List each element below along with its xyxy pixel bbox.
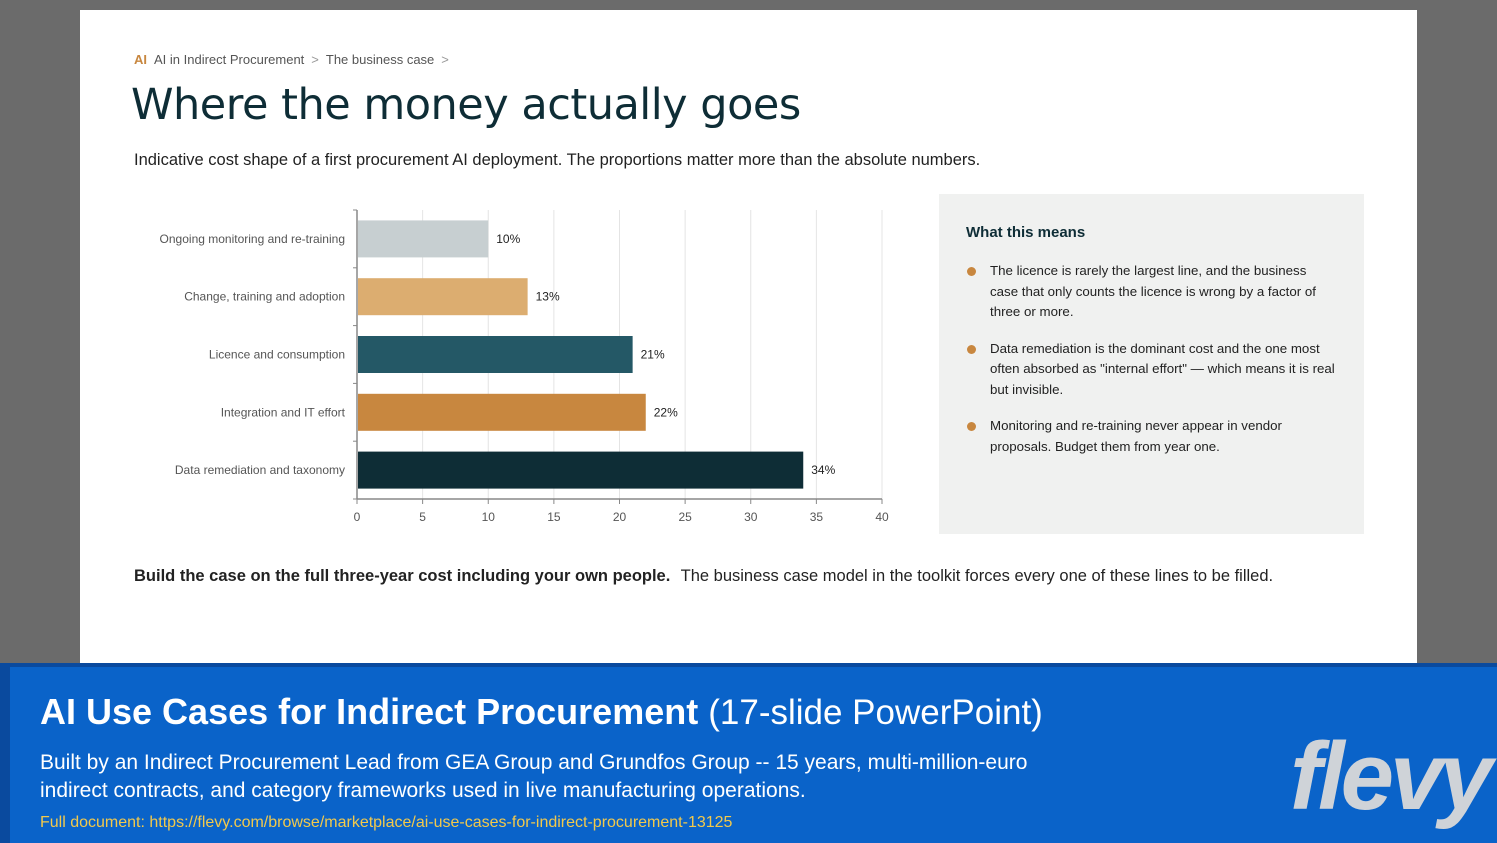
bar [358,393,646,431]
promo-banner: AI Use Cases for Indirect Procurement (1… [0,663,1497,843]
footnote-text: The business case model in the toolkit f… [680,567,1274,585]
flevy-logo-text: flevy [1290,723,1493,830]
x-tick-label: 30 [744,510,758,524]
banner-title: AI Use Cases for Indirect Procurement (1… [40,691,1043,733]
breadcrumb-item[interactable]: AI in Indirect Procurement [154,52,305,67]
category-label: Data remediation and taxonomy [175,463,345,477]
value-label: 34% [811,463,835,477]
footnote-bold: Build the case on the full three-year co… [134,567,671,585]
bar [358,336,633,373]
insights-list: The licence is rarely the largest line, … [966,261,1336,473]
panel-title: What this means [966,224,1086,241]
x-tick-label: 20 [613,510,627,524]
x-tick-label: 10 [482,510,496,524]
document-link[interactable]: Full document: https://flevy.com/browse/… [40,814,733,831]
footnote: Build the case on the full three-year co… [134,567,1273,586]
x-tick-label: 40 [875,510,889,524]
value-label: 13% [536,290,560,304]
insight-text: Monitoring and re-training never appear … [990,418,1282,454]
bullet-dot-icon [967,267,976,276]
breadcrumb-tag: AI [134,52,147,67]
x-tick-label: 5 [419,510,426,524]
breadcrumb: AI AI in Indirect Procurement > The busi… [134,52,449,67]
value-label: 22% [654,405,678,419]
value-label: 21% [641,348,665,362]
bar [358,220,489,258]
insight-item: Data remediation is the dominant cost an… [966,339,1336,401]
insight-item: The licence is rarely the largest line, … [966,261,1336,323]
cost-bar-chart: 0 5 10 15 20 25 30 35 40 Ongoing monitoring and r… [160,209,889,524]
x-tick-label: 25 [678,510,692,524]
flevy-logo[interactable]: flevy [1290,729,1493,825]
breadcrumb-separator: > [441,52,449,67]
banner-edge [0,667,10,843]
category-label: Ongoing monitoring and re-training [160,232,345,246]
insight-text: Data remediation is the dominant cost an… [990,340,1335,397]
banner-title-strong: AI Use Cases for Indirect Procurement [40,691,699,732]
breadcrumb-item[interactable]: The business case [325,52,435,67]
bullet-dot-icon [967,344,976,354]
category-label: Integration and IT effort [221,405,346,419]
page-subtitle: Indicative cost shape of a first procure… [134,151,981,169]
banner-description: Built by an Indirect Procurement Lead fr… [40,751,1028,802]
x-tick-label: 35 [810,510,824,524]
insights-panel: What this means The licence is rarely th… [939,194,1364,534]
bar [358,451,804,489]
category-label: Change, training and adoption [184,290,345,304]
x-tick-label: 0 [354,510,361,524]
page-title: Where the money actually goes [131,80,801,130]
value-label: 10% [496,232,520,246]
banner-title-light: (17-slide PowerPoint) [708,693,1043,732]
category-label: Licence and consumption [209,348,345,362]
x-tick-label: 15 [547,510,561,524]
breadcrumb-separator: > [311,52,319,67]
bar [358,278,528,316]
slide: AI AI in Indirect Procurement > The busi… [80,10,1417,665]
bullet-dot-icon [967,422,976,431]
insight-item: Monitoring and re-training never appear … [966,416,1336,457]
insight-text: The licence is rarely the largest line, … [990,263,1316,319]
